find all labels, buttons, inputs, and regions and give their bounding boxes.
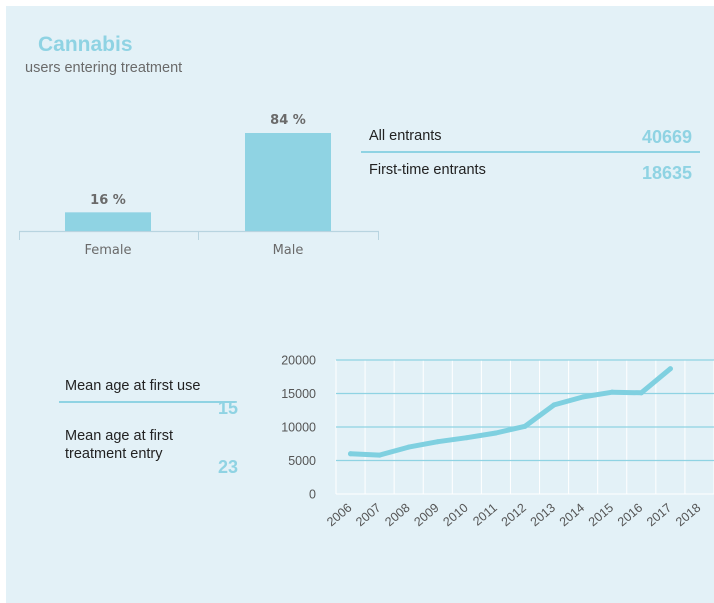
- x-tick-label: 2017: [644, 501, 674, 530]
- data-point-2014: [580, 394, 586, 400]
- y-tick-label: 0: [309, 488, 316, 502]
- all-entrants-label: All entrants: [369, 128, 442, 144]
- first-time-entrants-value: 18635: [641, 163, 692, 183]
- page-subtitle: users entering treatment: [25, 60, 183, 76]
- data-point-2012: [522, 423, 528, 429]
- stats-divider: [361, 151, 700, 153]
- x-tick-label: 2015: [586, 501, 616, 530]
- data-point-2011: [493, 430, 499, 436]
- x-tick-label: 2006: [324, 501, 354, 530]
- x-tick-label: 2013: [528, 501, 558, 530]
- x-tick-label: 2016: [615, 501, 645, 530]
- female-value-label: 16 %: [90, 193, 126, 208]
- x-tick-label: 2008: [382, 501, 412, 530]
- data-point-2007: [377, 452, 383, 458]
- bar-male: [245, 133, 331, 231]
- page-title: Cannabis: [38, 33, 133, 56]
- all-entrants-value: 40669: [641, 127, 692, 147]
- series-line: [348, 366, 673, 458]
- age-first-treatment-label: Mean age at first treatment entry: [65, 428, 173, 462]
- data-point-2017: [667, 366, 673, 372]
- female-category-label: Female: [84, 243, 132, 258]
- age-first-treatment-value: 23: [218, 457, 239, 477]
- cannabis-panel: [6, 6, 714, 603]
- x-tick-label: 2011: [470, 501, 500, 529]
- x-tick-label: 2014: [557, 501, 587, 530]
- first-time-entrants-label: First-time entrants: [369, 162, 486, 178]
- data-point-2009: [435, 439, 441, 445]
- data-point-2015: [609, 389, 615, 395]
- y-tick-label: 5000: [288, 454, 316, 468]
- data-point-2016: [638, 390, 644, 396]
- age-first-use-label: Mean age at first use: [65, 378, 201, 394]
- y-tick-label: 10000: [281, 421, 316, 435]
- age-first-use-value: 15: [218, 398, 239, 418]
- data-point-2008: [406, 444, 412, 450]
- age-divider: [59, 401, 235, 403]
- data-point-2006: [348, 451, 354, 457]
- data-point-2010: [464, 435, 470, 441]
- bar-female: [65, 212, 151, 231]
- x-tick-label: 2010: [440, 501, 470, 530]
- male-category-label: Male: [272, 243, 304, 258]
- x-tick-label: 2012: [499, 501, 529, 530]
- data-point-2013: [551, 402, 557, 408]
- x-tick-label: 2018: [673, 501, 703, 530]
- x-tick-label: 2009: [411, 501, 441, 530]
- y-tick-label: 15000: [281, 387, 316, 401]
- x-tick-label: 2007: [353, 501, 383, 530]
- y-tick-label: 20000: [281, 354, 316, 368]
- male-value-label: 84 %: [270, 113, 306, 128]
